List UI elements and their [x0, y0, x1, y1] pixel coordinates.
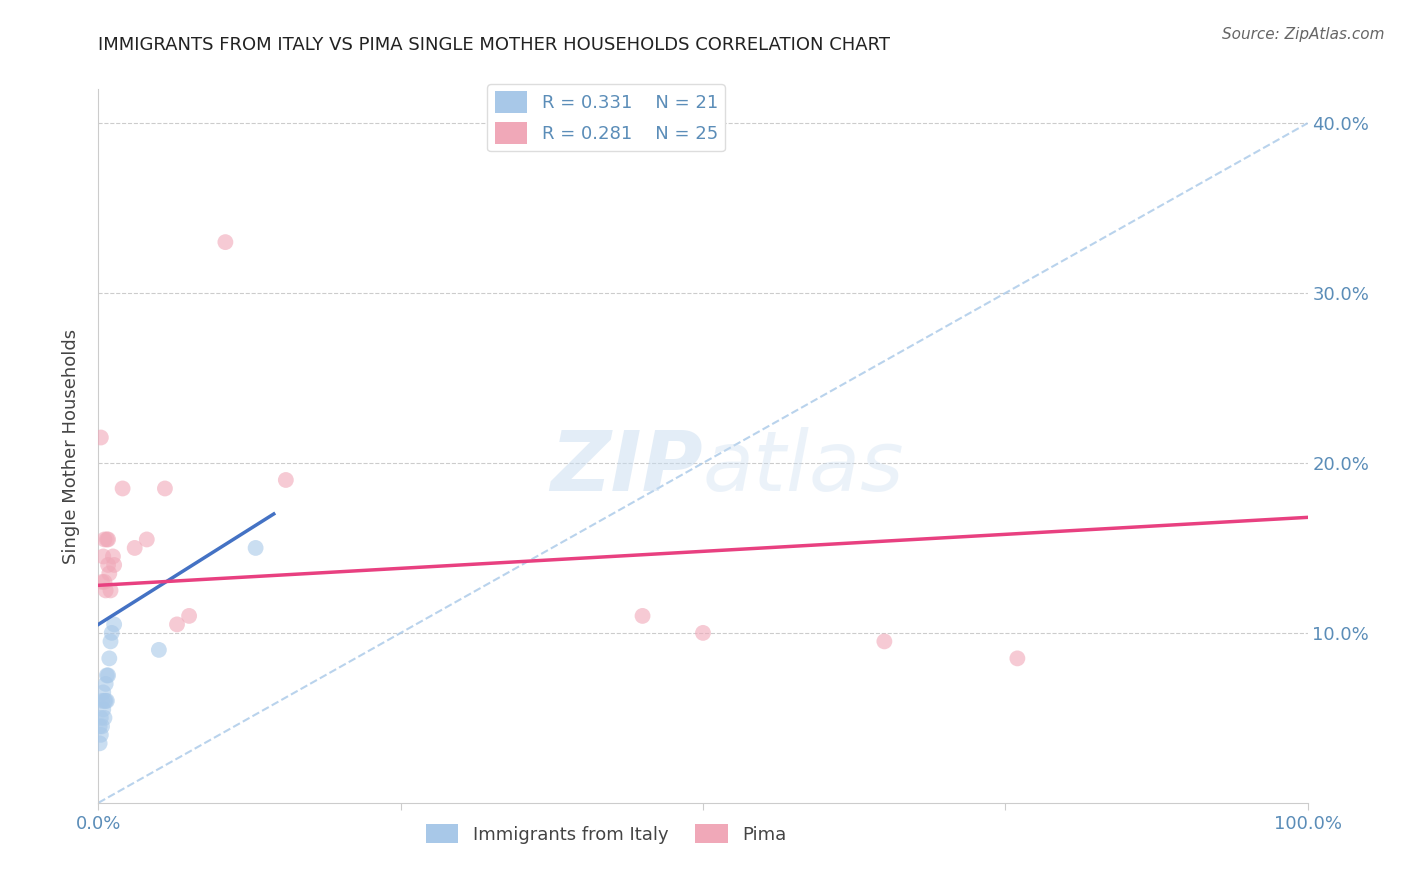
Point: [179, 608, 201, 623]
Point: [96, 668, 118, 682]
Point: [91, 549, 114, 564]
Text: ZIP: ZIP: [550, 427, 703, 508]
Point: [94, 583, 117, 598]
Point: [274, 473, 297, 487]
Point: [135, 533, 157, 547]
Point: [631, 608, 654, 623]
Point: [214, 235, 236, 249]
Point: [98, 566, 121, 581]
Point: [100, 626, 122, 640]
Point: [103, 558, 125, 572]
Point: [100, 634, 122, 648]
Text: IMMIGRANTS FROM ITALY VS PIMA SINGLE MOTHER HOUSEHOLDS CORRELATION CHART: IMMIGRANTS FROM ITALY VS PIMA SINGLE MOT…: [98, 36, 890, 54]
Point: [97, 668, 120, 682]
Point: [91, 685, 114, 699]
Point: [166, 617, 188, 632]
Point: [96, 533, 118, 547]
Point: [93, 574, 115, 589]
Point: [245, 541, 267, 555]
Point: [98, 651, 121, 665]
Point: [94, 694, 117, 708]
Point: [873, 634, 896, 648]
Y-axis label: Single Mother Households: Single Mother Households: [62, 328, 80, 564]
Point: [93, 694, 115, 708]
Text: atlas: atlas: [703, 427, 904, 508]
Legend: Immigrants from Italy, Pima: Immigrants from Italy, Pima: [419, 817, 794, 851]
Point: [93, 711, 115, 725]
Text: Source: ZipAtlas.com: Source: ZipAtlas.com: [1222, 27, 1385, 42]
Point: [93, 533, 115, 547]
Point: [101, 549, 124, 564]
Point: [91, 694, 114, 708]
Point: [91, 702, 114, 716]
Point: [1007, 651, 1029, 665]
Point: [148, 643, 170, 657]
Point: [103, 617, 125, 632]
Point: [100, 583, 122, 598]
Point: [94, 677, 117, 691]
Point: [153, 482, 176, 496]
Point: [90, 728, 112, 742]
Point: [124, 541, 146, 555]
Point: [90, 711, 112, 725]
Point: [96, 694, 118, 708]
Point: [89, 736, 111, 750]
Point: [90, 430, 112, 444]
Point: [111, 482, 134, 496]
Point: [97, 533, 120, 547]
Point: [91, 719, 114, 733]
Point: [91, 574, 114, 589]
Point: [692, 626, 714, 640]
Point: [89, 719, 111, 733]
Point: [97, 558, 120, 572]
